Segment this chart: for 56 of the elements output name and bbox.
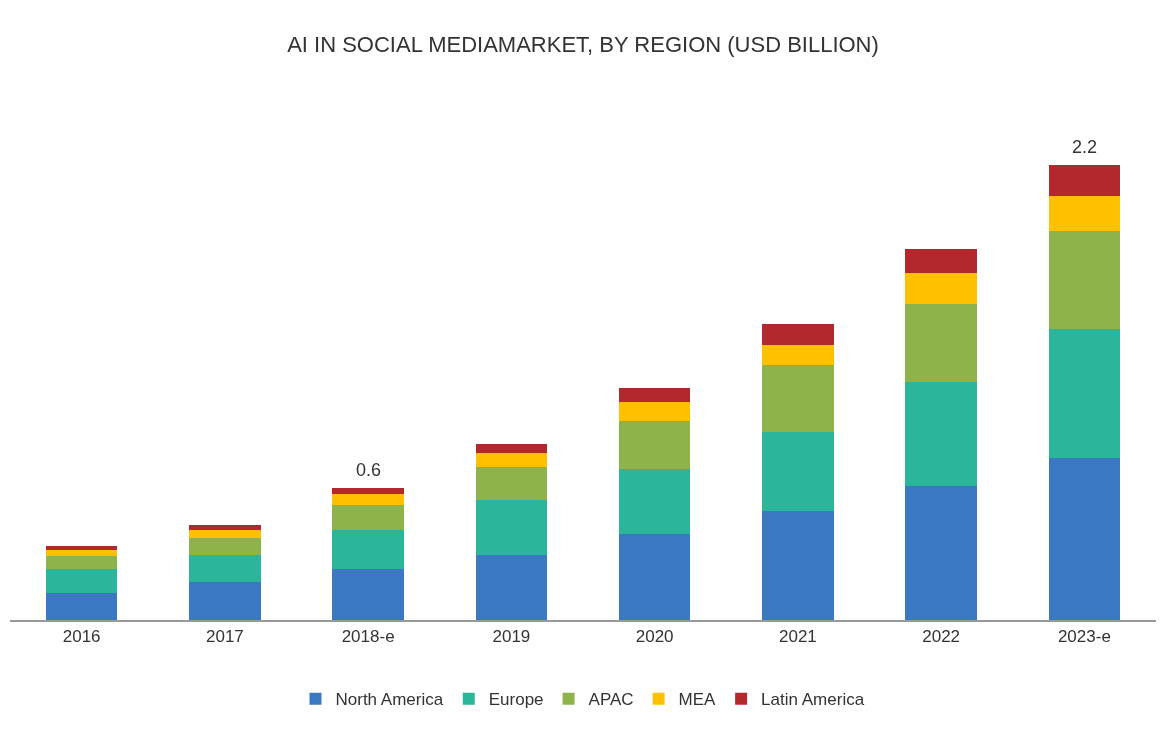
bar [332,569,404,620]
chart-title: AI IN SOCIAL MEDIAMARKET, BY REGION (USD BILLION) [287,31,879,57]
bar [189,537,261,556]
x-tick-label: 2019 [492,627,531,647]
bar [45,550,118,556]
legend-label: North America [335,690,444,710]
x-tick-label: 2023-e [1057,627,1111,647]
bar [189,530,261,538]
bar [905,382,977,486]
x-tick-label: 2016 [62,627,101,647]
bar [475,467,548,501]
bar [762,344,834,366]
bar [1048,329,1121,459]
x-tick-label: 2021 [778,627,817,647]
bar [475,444,548,453]
bar [45,555,118,570]
x-tick-label: 2022 [922,627,961,647]
legend-label: APAC [588,690,634,710]
bar [762,431,834,512]
bar [475,500,548,556]
legend-label: Europe [488,690,544,710]
bar [1048,196,1121,232]
bar [1048,458,1121,620]
bar [189,524,261,531]
bar [905,273,977,304]
bar [45,592,118,620]
x-tick-label: 2020 [635,627,674,647]
bar [332,494,404,505]
bar [618,387,691,403]
bar [475,555,548,620]
x-tick-label: 2018-e [341,627,395,647]
bar [618,402,691,422]
bar [45,569,118,593]
bar [1048,164,1121,197]
bar [762,511,834,620]
bar [45,546,118,551]
bar [618,421,691,469]
annotation: 0.6 [356,460,382,480]
bar [189,555,261,582]
bar [332,530,404,570]
bar [332,487,404,495]
bar [618,468,691,535]
bar [905,485,977,620]
bar [475,452,548,468]
bar [618,534,691,620]
bar [332,504,404,531]
annotation: 2.2 [1072,137,1098,157]
bar [762,324,834,345]
legend-label: MEA [678,690,717,710]
x-tick-label: 2017 [205,627,244,647]
bar [905,249,977,274]
bar [189,581,261,620]
bar [1048,231,1121,330]
legend-label: Latin America [761,690,865,710]
bar [762,365,834,432]
bar [905,303,977,383]
